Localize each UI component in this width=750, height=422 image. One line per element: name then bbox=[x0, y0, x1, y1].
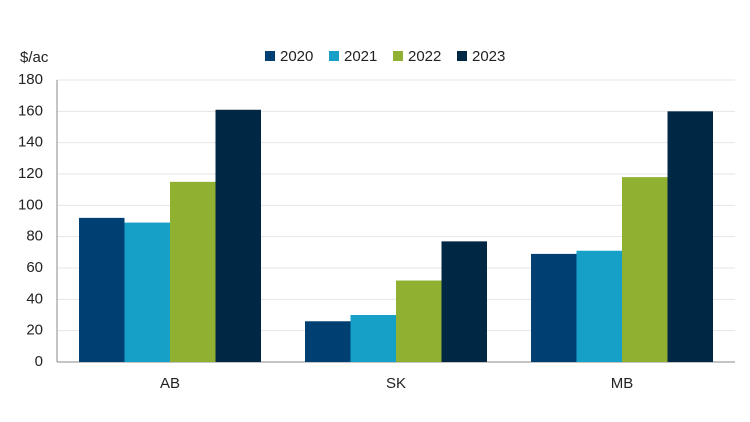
bar bbox=[576, 250, 622, 362]
legend-label: 2022 bbox=[408, 48, 441, 65]
bar bbox=[667, 111, 713, 362]
y-axis-label: $/ac bbox=[20, 49, 49, 66]
legend-label: 2023 bbox=[472, 48, 505, 65]
x-tick-label: AB bbox=[160, 375, 180, 392]
y-tick-label: 100 bbox=[18, 196, 43, 213]
bar bbox=[215, 109, 261, 363]
bar bbox=[170, 181, 216, 362]
bar bbox=[441, 241, 487, 362]
y-tick-label: 20 bbox=[26, 322, 43, 339]
bar bbox=[350, 315, 396, 362]
legend-label: 2021 bbox=[344, 48, 377, 65]
y-tick-label: 160 bbox=[18, 102, 43, 119]
bar bbox=[531, 253, 577, 362]
bar bbox=[79, 217, 125, 362]
bar bbox=[124, 222, 170, 362]
y-tick-label: 0 bbox=[35, 353, 43, 370]
legend-swatch bbox=[393, 51, 403, 61]
x-tick-label: MB bbox=[611, 375, 634, 392]
legend-swatch bbox=[329, 51, 339, 61]
legend-swatch bbox=[457, 51, 467, 61]
bar bbox=[622, 177, 668, 362]
y-tick-label: 60 bbox=[26, 259, 43, 276]
legend-swatch bbox=[265, 51, 275, 61]
y-tick-label: 40 bbox=[26, 290, 43, 307]
legend-label: 2020 bbox=[280, 48, 313, 65]
bar bbox=[396, 280, 442, 362]
bar bbox=[305, 321, 351, 362]
x-tick-label: SK bbox=[386, 375, 406, 392]
y-tick-label: 120 bbox=[18, 165, 43, 182]
y-tick-label: 140 bbox=[18, 134, 43, 151]
y-tick-label: 180 bbox=[18, 71, 43, 88]
y-tick-label: 80 bbox=[26, 228, 43, 245]
